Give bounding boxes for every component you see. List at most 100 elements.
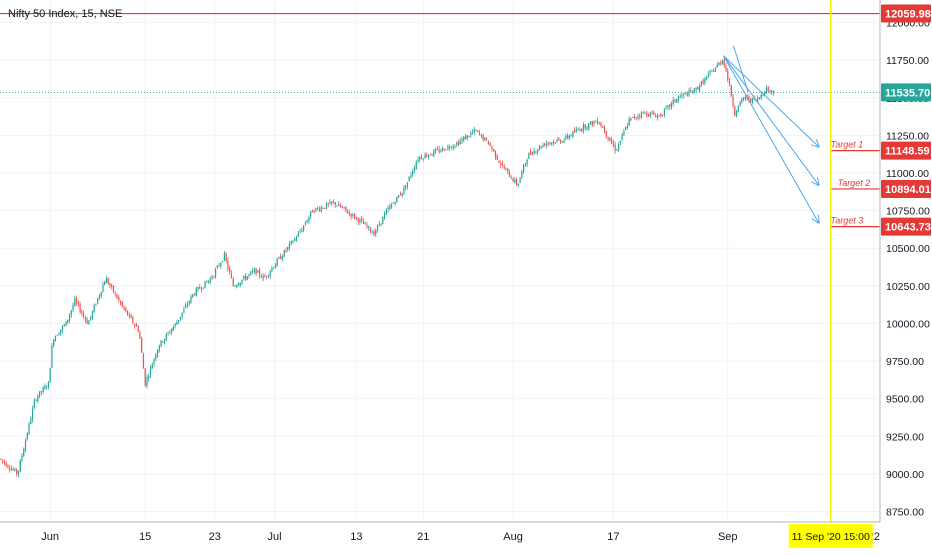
- price-axis[interactable]: 8750.00 9000.00 9250.00 9500.00 9750.00 10000…: [879, 0, 931, 522]
- candle-body: [401, 192, 403, 196]
- candle-body: [429, 153, 431, 155]
- candle-body: [167, 332, 169, 334]
- candle-body: [568, 135, 570, 139]
- candle-body: [104, 281, 106, 286]
- candle-body: [619, 140, 622, 144]
- candle-body: [544, 143, 546, 146]
- candle-body: [206, 281, 208, 283]
- candle-body: [271, 268, 273, 272]
- candle-body: [721, 60, 724, 64]
- candle-body: [188, 301, 190, 304]
- candle-body: [757, 98, 759, 102]
- candle-body: [283, 250, 285, 257]
- candle-body: [588, 123, 590, 129]
- candle-body: [195, 288, 197, 297]
- candle-body: [700, 81, 702, 86]
- candle-body: [635, 117, 637, 119]
- x-tick-label: 13: [350, 531, 362, 543]
- candle-body: [310, 211, 312, 217]
- candle-body: [9, 468, 11, 470]
- candle-body: [288, 243, 291, 248]
- candle-body: [98, 295, 101, 299]
- candle-body: [410, 175, 412, 177]
- candle-body: [336, 205, 338, 207]
- candle-body: [389, 205, 391, 210]
- level-price-tag: 10894.01: [881, 179, 931, 198]
- candle-body: [7, 465, 9, 468]
- candle-body: [769, 90, 771, 93]
- candle-body: [139, 332, 141, 339]
- candle-body: [47, 381, 50, 387]
- candle-body: [535, 151, 537, 153]
- candle-body: [246, 276, 248, 280]
- candle-body: [119, 300, 122, 304]
- level-price-tag: 11148.59: [881, 141, 931, 160]
- candle-body: [141, 338, 143, 353]
- target-label: Target 3: [831, 216, 864, 226]
- candle-body: [649, 112, 651, 117]
- candle-body: [593, 121, 595, 125]
- candle-body: [565, 135, 567, 139]
- candle-body: [239, 282, 241, 286]
- candle-body: [728, 80, 731, 85]
- level-tag-label: 12059.98: [885, 9, 931, 21]
- candle-body: [524, 163, 526, 166]
- candle-body: [478, 132, 481, 135]
- candle-body: [257, 270, 259, 273]
- candle-body: [218, 265, 220, 267]
- candle-body: [456, 142, 458, 145]
- candle-body: [82, 313, 85, 317]
- candle-body: [605, 131, 607, 137]
- grid-lines: [0, 0, 880, 522]
- candle-body: [204, 281, 206, 289]
- candle-body: [216, 265, 218, 269]
- candle-body: [297, 233, 299, 237]
- candles-group: [0, 57, 775, 478]
- candle-body: [14, 469, 16, 471]
- y-tick-label: 11750.00: [886, 55, 929, 67]
- candle-body: [486, 138, 488, 140]
- level-tag-label: 10894.01: [885, 184, 931, 196]
- candle-body: [19, 460, 21, 472]
- target-label: Target 1: [831, 140, 864, 150]
- x-tick-label: Aug: [503, 531, 523, 543]
- candle-body: [232, 278, 234, 287]
- candle-body: [530, 151, 532, 154]
- candle-body: [417, 159, 419, 162]
- candle-body: [720, 62, 722, 64]
- candle-body: [107, 278, 109, 284]
- candle-body: [609, 137, 611, 141]
- candle-body: [229, 267, 231, 273]
- candle-body: [211, 277, 213, 279]
- candle-body: [521, 171, 523, 177]
- target-label: Target 2: [838, 178, 871, 188]
- candle-body: [345, 206, 347, 211]
- candle-body: [118, 297, 120, 301]
- cursor-tag-label: 11 Sep '20 15:00: [792, 531, 870, 543]
- candle-body: [163, 338, 166, 344]
- candle-body: [273, 267, 275, 269]
- candle-body: [392, 202, 394, 204]
- candle-body: [445, 149, 447, 151]
- candle-body: [698, 86, 701, 91]
- candle-body: [144, 368, 146, 386]
- y-tick-label: 9000.00: [886, 469, 924, 481]
- candle-body: [526, 159, 528, 165]
- candle-body: [630, 117, 632, 120]
- candle-body: [95, 304, 97, 306]
- candle-body: [225, 253, 227, 261]
- y-tick-label: 10250.00: [886, 281, 930, 293]
- x-tick-label: 15: [139, 531, 151, 543]
- candle-body: [125, 308, 127, 311]
- candle-body: [304, 223, 306, 225]
- trend-connector: [732, 45, 749, 92]
- candle-body: [21, 455, 23, 461]
- candle-body: [227, 260, 229, 269]
- candle-body: [315, 208, 317, 212]
- candle-body: [31, 408, 34, 420]
- candle-body: [331, 201, 333, 204]
- candle-body: [427, 155, 430, 158]
